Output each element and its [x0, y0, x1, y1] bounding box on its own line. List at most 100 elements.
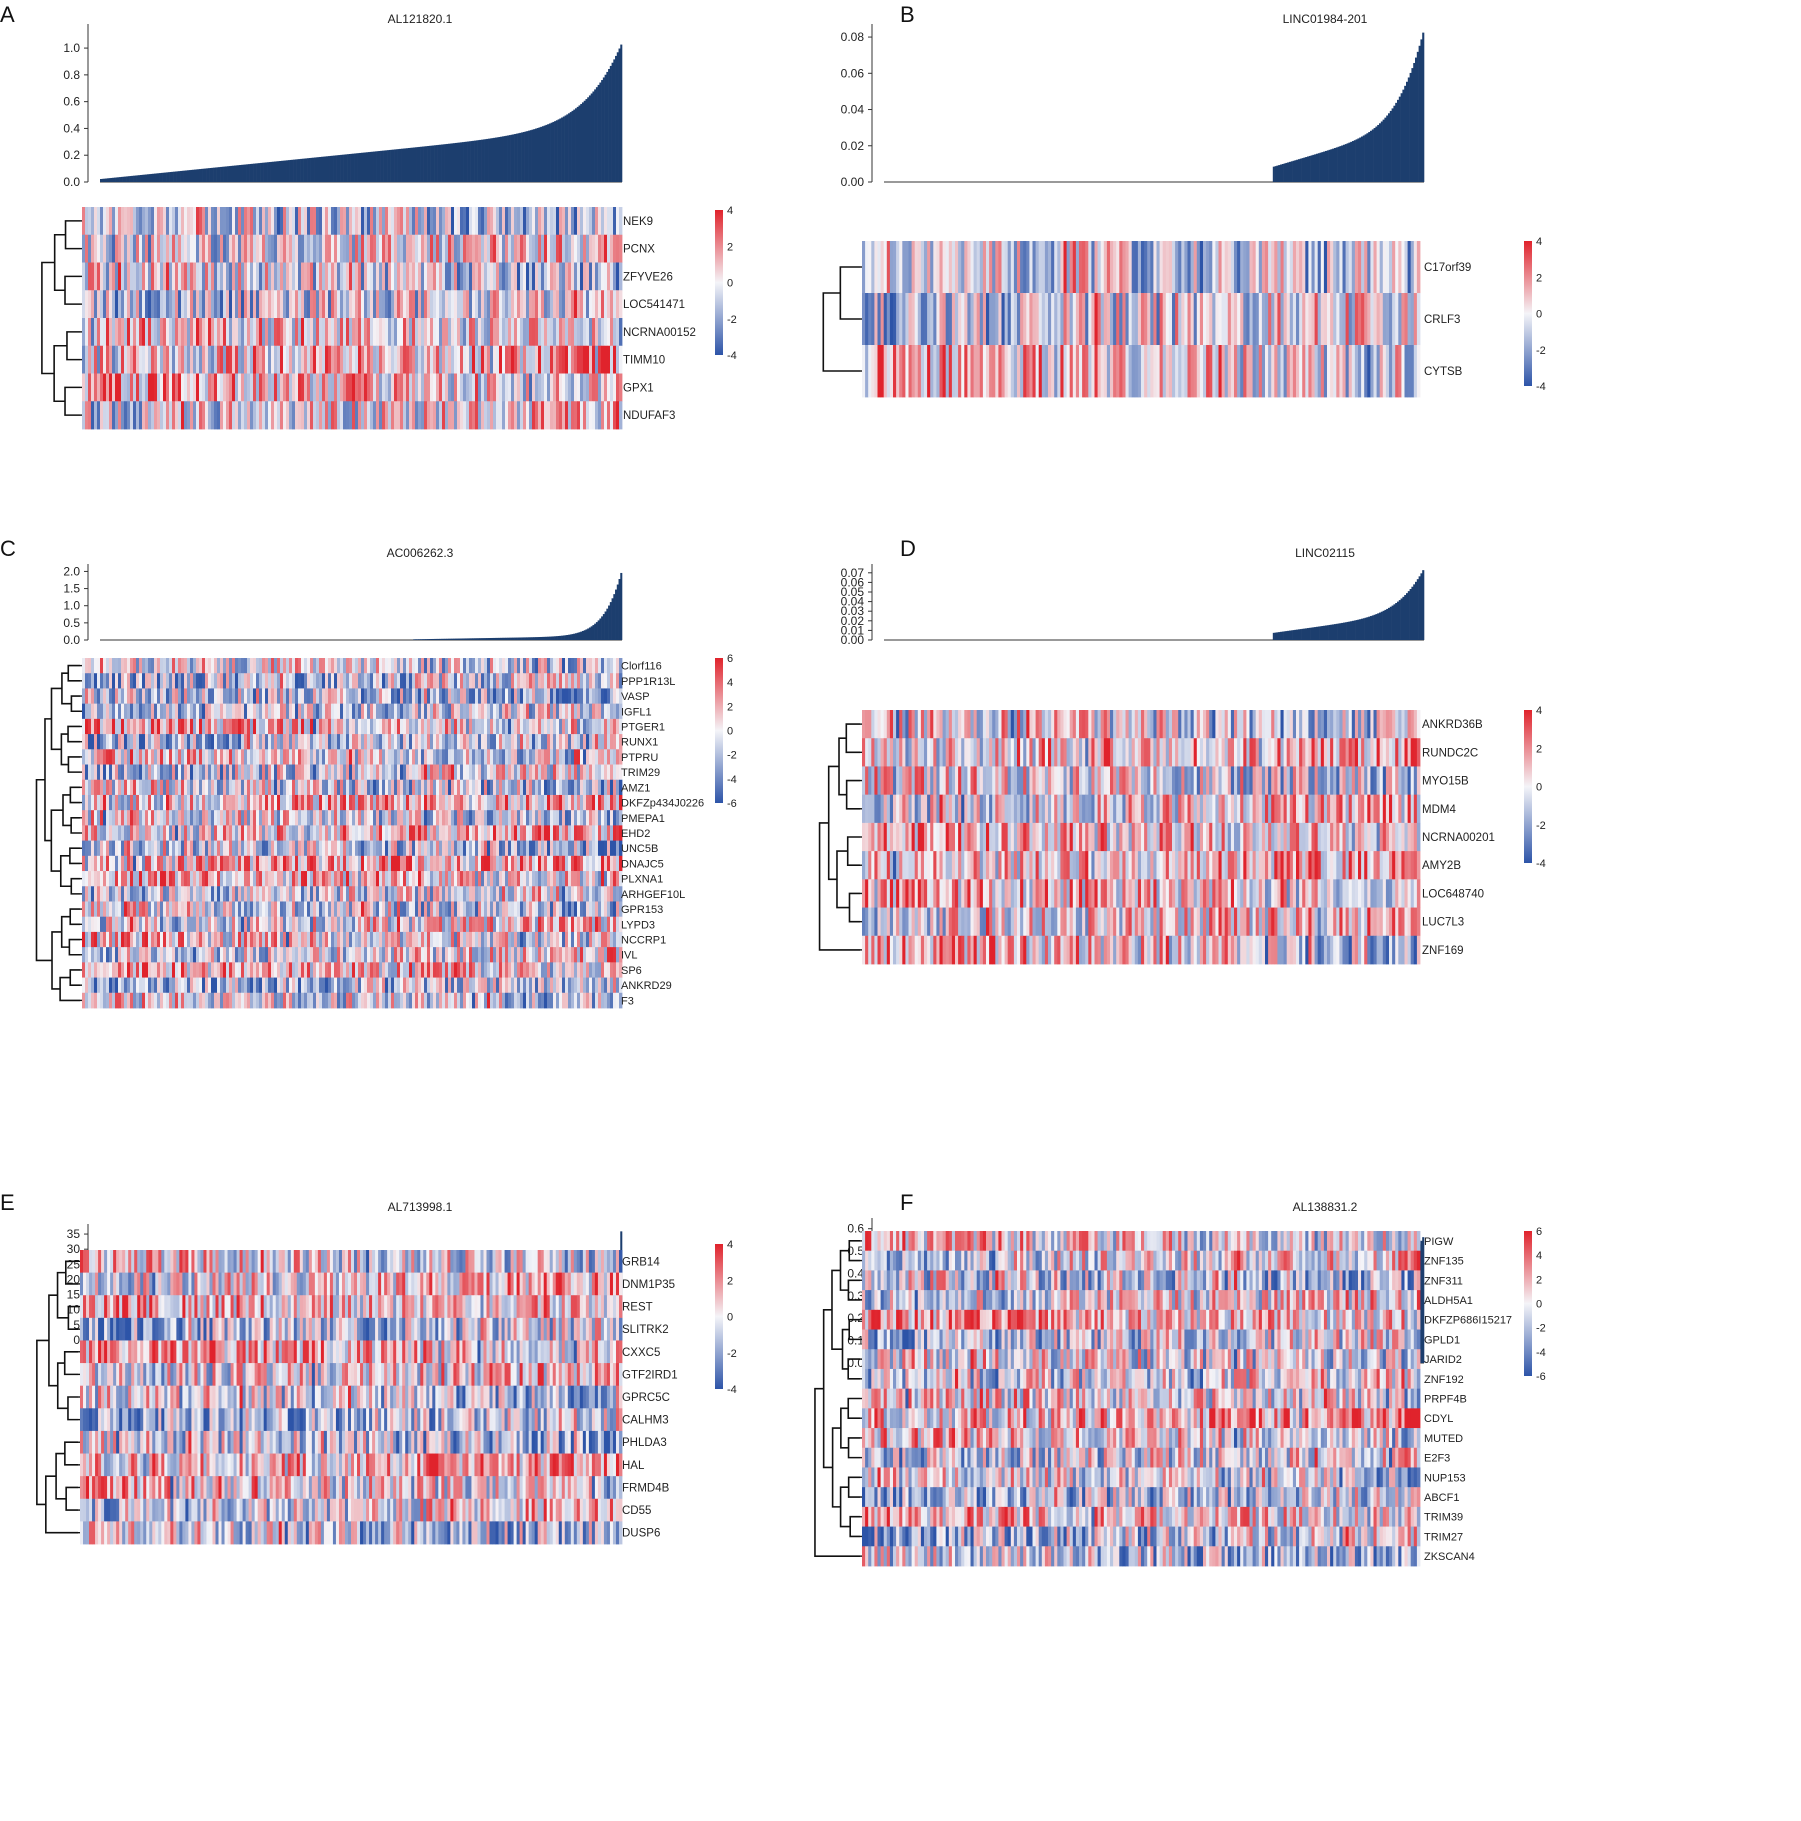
- heatmap-cell: [394, 345, 398, 374]
- heatmap-cell: [307, 794, 311, 811]
- heatmap-cell: [583, 718, 587, 735]
- heatmap-cell: [541, 764, 545, 781]
- heatmap-cell: [565, 262, 569, 291]
- heatmap-cell: [394, 318, 398, 347]
- heatmap-cell: [1358, 345, 1362, 398]
- heatmap-cell: [574, 810, 578, 826]
- heatmap-cell: [508, 658, 512, 674]
- heatmap-cell: [259, 262, 263, 291]
- heatmap-cell: [436, 749, 440, 765]
- heatmap-cell: [223, 764, 227, 781]
- heatmap-cell: [382, 373, 386, 402]
- heatmap-cell: [295, 794, 299, 811]
- heatmap-cell: [154, 718, 158, 735]
- heatmap-cell: [196, 262, 200, 291]
- heatmap-cell: [376, 794, 380, 811]
- heatmap-cell: [121, 401, 125, 430]
- heatmap-cell: [589, 290, 593, 319]
- heatmap-cell: [295, 749, 299, 765]
- heatmap-cell: [430, 825, 434, 842]
- heatmap-cell: [160, 810, 164, 826]
- heatmap-cell: [403, 207, 407, 236]
- heatmap-cell: [157, 764, 161, 781]
- bar: [307, 158, 310, 182]
- heatmap-cell: [982, 293, 987, 346]
- bar: [357, 153, 360, 182]
- heatmap-cell: [157, 234, 161, 263]
- heatmap-cell: [325, 373, 329, 402]
- heatmap-cell: [397, 318, 401, 347]
- heatmap-cell: [160, 749, 164, 765]
- heatmap-cell: [112, 401, 116, 430]
- heatmap-cell: [109, 658, 113, 674]
- heatmap-cell: [115, 764, 119, 781]
- heatmap-cell: [418, 688, 422, 705]
- heatmap-cell: [1416, 345, 1421, 398]
- heatmap-cell: [1141, 241, 1145, 294]
- heatmap-cell: [472, 749, 476, 765]
- heatmap-cell: [893, 241, 897, 294]
- heatmap-cell: [580, 734, 584, 750]
- heatmap-cell: [433, 703, 437, 720]
- heatmap-cell: [469, 810, 473, 826]
- heatmap-cell: [376, 718, 380, 735]
- heatmap-cell: [262, 673, 266, 689]
- heatmap-cell: [412, 234, 416, 263]
- bar: [451, 638, 454, 640]
- heatmap-cell: [154, 734, 158, 750]
- heatmap-cell: [331, 345, 335, 374]
- heatmap-cell: [421, 207, 425, 236]
- heatmap-cell: [307, 779, 311, 796]
- heatmap-cell: [529, 749, 533, 765]
- heatmap-cell: [475, 779, 479, 796]
- bar: [199, 169, 202, 182]
- heatmap-cell: [490, 718, 494, 735]
- bar: [460, 142, 463, 182]
- heatmap-cell: [148, 318, 152, 347]
- heatmap-cell: [490, 234, 494, 263]
- heatmap-cell: [1013, 241, 1018, 294]
- heatmap-cell: [262, 345, 266, 374]
- heatmap-cell: [124, 262, 128, 291]
- heatmap-cell: [556, 318, 560, 347]
- heatmap-cell: [478, 688, 482, 705]
- heatmap-cell: [217, 401, 221, 430]
- heatmap-cell: [304, 673, 308, 689]
- heatmap-cell: [871, 345, 875, 398]
- heatmap-cell: [373, 703, 377, 720]
- heatmap-cell: [262, 779, 266, 796]
- bar: [320, 156, 324, 182]
- heatmap-cell: [262, 718, 266, 735]
- bar: [555, 636, 558, 640]
- heatmap-cell: [592, 318, 596, 347]
- bar: [587, 97, 590, 182]
- bar: [414, 147, 417, 182]
- heatmap-cell: [1289, 241, 1294, 294]
- heatmap-cell: [331, 718, 335, 735]
- heatmap-cell: [364, 673, 368, 689]
- heatmap-cell: [1137, 345, 1142, 398]
- heatmap-cell: [562, 318, 566, 347]
- bar: [1370, 130, 1373, 182]
- heatmap-cell: [592, 207, 596, 236]
- heatmap-cell: [358, 718, 362, 735]
- heatmap-cell: [316, 234, 320, 263]
- heatmap-cell: [253, 234, 257, 263]
- heatmap-cell: [1299, 241, 1303, 294]
- heatmap-cell: [478, 318, 482, 347]
- heatmap-cell: [454, 688, 458, 705]
- heatmap-cell: [124, 345, 128, 374]
- heatmap-cell: [502, 673, 506, 689]
- heatmap-cell: [1162, 293, 1167, 346]
- heatmap-cell: [268, 764, 272, 781]
- heatmap-cell: [412, 673, 416, 689]
- bar: [505, 135, 508, 182]
- heatmap-cell: [328, 262, 332, 291]
- heatmap-cell: [1234, 345, 1238, 398]
- bar: [167, 172, 170, 182]
- heatmap-cell: [226, 718, 230, 735]
- heatmap-cell: [1035, 345, 1040, 398]
- heatmap-cell: [1060, 241, 1064, 294]
- heatmap-cell: [205, 401, 209, 430]
- heatmap-cell: [301, 703, 305, 720]
